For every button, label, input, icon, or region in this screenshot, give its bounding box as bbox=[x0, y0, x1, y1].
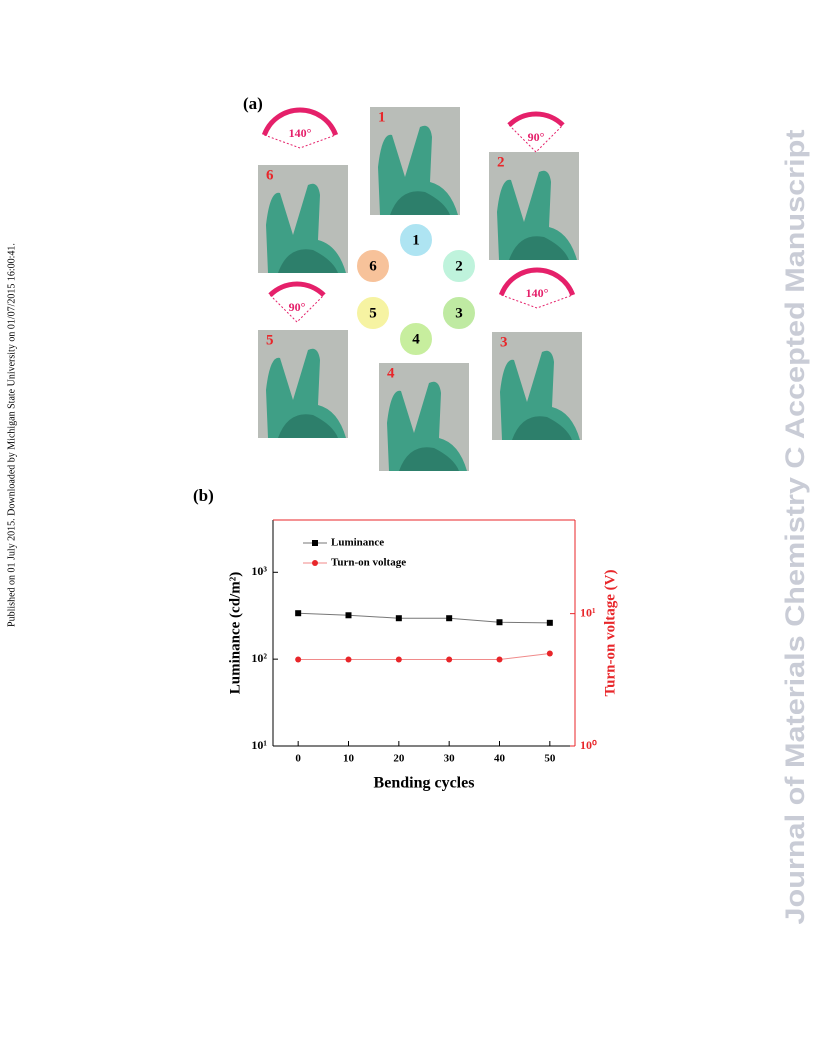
x-tick-label: 10 bbox=[343, 753, 355, 765]
legend-marker bbox=[312, 560, 318, 566]
angle-rays bbox=[508, 124, 564, 153]
marker bbox=[295, 610, 302, 617]
glove bbox=[266, 183, 346, 273]
glove-shade bbox=[390, 191, 450, 215]
cycle-step bbox=[355, 248, 391, 284]
photo-number: 1 bbox=[378, 109, 386, 125]
x-tick-label: 50 bbox=[544, 753, 556, 765]
marker bbox=[395, 615, 402, 622]
glove-shade bbox=[509, 236, 569, 260]
cycle-number: 1 bbox=[412, 232, 420, 248]
y-tick-label: 10² bbox=[251, 651, 267, 665]
angle-arc bbox=[268, 281, 326, 297]
marker bbox=[496, 656, 503, 663]
y2-tick-label: 10¹ bbox=[580, 605, 596, 619]
glove bbox=[266, 348, 346, 438]
photo: 1 bbox=[370, 107, 460, 215]
marker bbox=[546, 650, 553, 657]
x-tick-label: 0 bbox=[295, 753, 301, 765]
glove bbox=[378, 125, 458, 215]
watermark: Journal of Materials Chemistry C Accepte… bbox=[780, 129, 810, 924]
photo-number: 6 bbox=[266, 167, 274, 183]
x-tick-label: 20 bbox=[393, 753, 405, 765]
cycle-number: 3 bbox=[455, 305, 463, 321]
series-line bbox=[298, 612, 550, 624]
side-note: Published on 01 July 2015. Downloaded by… bbox=[6, 243, 17, 627]
glove-shade bbox=[278, 249, 338, 273]
cycle-step bbox=[441, 295, 477, 331]
angle-label: 90° bbox=[528, 130, 545, 144]
marker bbox=[295, 656, 302, 663]
panel-label: (b) bbox=[193, 486, 214, 505]
glove-shade bbox=[399, 447, 459, 471]
photo: 4 bbox=[379, 363, 469, 471]
cycle-step bbox=[398, 321, 434, 357]
cycle-number: 4 bbox=[412, 331, 420, 347]
y-axis-label: Luminance (cd/m²) bbox=[227, 572, 243, 694]
glove bbox=[387, 381, 467, 471]
photo-number: 4 bbox=[387, 365, 395, 381]
marker bbox=[345, 612, 352, 619]
angle-arc bbox=[498, 267, 576, 296]
angle-rays bbox=[501, 294, 573, 309]
x-tick-label: 30 bbox=[444, 753, 456, 765]
glove bbox=[500, 350, 580, 440]
cycle-step bbox=[355, 295, 391, 331]
photo: 5 bbox=[258, 330, 348, 438]
x-tick-label: 40 bbox=[494, 753, 506, 765]
photo-number: 5 bbox=[266, 332, 274, 348]
y-tick-label: 10¹ bbox=[251, 738, 267, 752]
cycle-number: 5 bbox=[369, 305, 377, 321]
panel-label: (a) bbox=[243, 94, 263, 113]
legend-label: Turn-on voltage bbox=[331, 557, 406, 569]
marker bbox=[446, 656, 453, 663]
x-axis-label: Bending cycles bbox=[374, 775, 475, 792]
photo: 2 bbox=[489, 152, 579, 260]
series-line bbox=[298, 652, 550, 661]
cycle-number: 2 bbox=[455, 258, 463, 274]
photo: 3 bbox=[492, 332, 582, 440]
marker bbox=[395, 656, 402, 663]
angle-arc bbox=[261, 107, 339, 136]
glove bbox=[497, 170, 577, 260]
glove-shade bbox=[278, 414, 338, 438]
photo-number: 2 bbox=[497, 154, 505, 170]
angle-label: 90° bbox=[289, 300, 306, 314]
glove-shade bbox=[512, 416, 572, 440]
marker bbox=[446, 615, 453, 622]
photo-number: 3 bbox=[500, 334, 508, 350]
cycle-step bbox=[398, 222, 434, 258]
y2-tick-label: 10⁰ bbox=[580, 738, 597, 752]
angle-label: 140° bbox=[526, 286, 549, 300]
angle-arc bbox=[507, 111, 565, 127]
legend-marker bbox=[312, 540, 318, 546]
cycle-number: 6 bbox=[369, 258, 377, 274]
photo: 6 bbox=[258, 165, 348, 273]
y2-axis-label: Turn-on voltage (V) bbox=[602, 570, 618, 697]
marker bbox=[345, 656, 352, 663]
cycle-step bbox=[441, 248, 477, 284]
y-tick-label: 10³ bbox=[251, 564, 267, 578]
angle-label: 140° bbox=[289, 126, 312, 140]
angle-rays bbox=[269, 294, 325, 323]
angle-rays bbox=[264, 134, 336, 149]
marker bbox=[546, 619, 553, 626]
legend-label: Luminance bbox=[331, 537, 384, 549]
marker bbox=[496, 619, 503, 626]
